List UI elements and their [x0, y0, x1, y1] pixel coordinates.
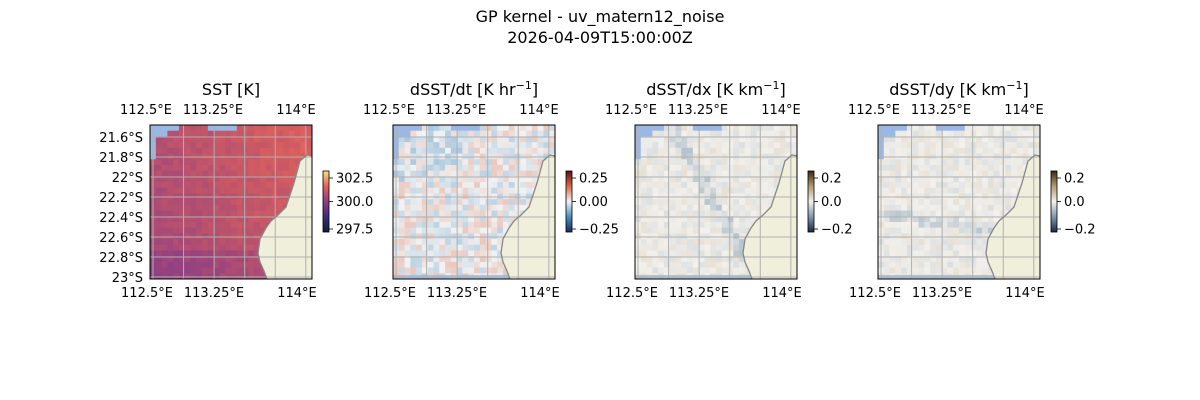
lon-label-top: 114°E — [276, 103, 316, 118]
panel-dsst-dy: dSST/dy [K km−1] 112.5°E 112.5°E 113.25°E 11… — [848, 79, 1096, 302]
coastline — [985, 154, 1040, 279]
map-frame — [149, 124, 313, 280]
lon-label-bottom: 112.5°E — [849, 286, 901, 301]
lon-label-bottom: 112.5°E — [121, 286, 173, 301]
panel-title: dSST/dy [K km−1] — [889, 79, 1028, 100]
panel-title-end: ] — [779, 80, 785, 99]
coastline — [742, 154, 797, 279]
coastline — [257, 154, 312, 279]
lat-label: 21.8°S — [99, 151, 143, 166]
colorbar-tick-label: 0.00 — [579, 195, 608, 210]
panel-title-exponent: −1 — [516, 79, 532, 92]
lon-label-top: 114°E — [1004, 103, 1044, 118]
figure-timestamp: 2026-04-09T15:00:00Z — [507, 28, 693, 47]
lon-label-bottom: 113.25°E — [912, 286, 972, 301]
panel-title: dSST/dt [K hr−1] — [410, 79, 538, 100]
panel-dsst-dx: dSST/dx [K km−1] 112.5°E 112.5°E 113.25°E 11… — [605, 79, 853, 302]
panel-title-end: ] — [1022, 80, 1028, 99]
lon-label-bottom: 114°E — [277, 286, 317, 301]
panel-dsst-dt: dSST/dt [K hr−1] 112.5°E 112.5°E 113.25°E 11… — [363, 79, 619, 302]
colorbar — [565, 170, 573, 233]
colorbar-tick-label: 0.0 — [821, 195, 842, 210]
lon-label-bottom: 113.25°E — [184, 286, 244, 301]
lat-label: 22.6°S — [99, 231, 143, 246]
lat-label: 22.8°S — [99, 251, 143, 266]
lon-label-bottom: 113.25°E — [669, 286, 729, 301]
colorbar-tick-label: 0.0 — [1064, 195, 1085, 210]
panel-title-main: dSST/dx [K km — [646, 80, 763, 99]
panel-title-exponent: −1 — [1006, 79, 1022, 92]
panel-title-main: dSST/dy [K km — [889, 80, 1006, 99]
colorbar-tick-label: −0.2 — [1064, 223, 1096, 238]
lon-label-top: 114°E — [519, 103, 559, 118]
panel-title-end: ] — [532, 80, 538, 99]
lat-label: 23°S — [112, 271, 143, 286]
colorbar — [322, 170, 330, 233]
lon-label-bottom: 113.25°E — [427, 286, 487, 301]
colorbar-tick-label: 297.5 — [336, 223, 373, 238]
lat-label: 22°S — [112, 171, 143, 186]
lon-label-top: 112.5°E — [605, 103, 657, 118]
lon-label-bottom: 114°E — [762, 286, 802, 301]
lon-label-top: 112.5°E — [848, 103, 900, 118]
figure-title: GP kernel - uv_matern12_noise — [476, 7, 725, 27]
lat-label: 22.4°S — [99, 211, 143, 226]
colorbar-tick-label: 302.5 — [336, 172, 373, 187]
map-frame — [877, 124, 1041, 280]
panel-title: dSST/dx [K km−1] — [646, 79, 785, 100]
map-area — [393, 125, 555, 279]
colorbar-tick-label: 0.2 — [821, 172, 842, 187]
colorbar-tick-label: −0.25 — [579, 223, 619, 238]
colorbar-tick-label: 300.0 — [336, 195, 373, 210]
lon-label-bottom: 112.5°E — [364, 286, 416, 301]
coastline — [500, 154, 555, 279]
lon-label-top: 114°E — [761, 103, 801, 118]
colorbar-tick-label: 0.25 — [579, 172, 608, 187]
panel-sst: SST [K] 112.5°E 112.5°E 113.25°E 113.25°E 114… — [99, 80, 373, 301]
panel-title: SST [K] — [202, 80, 260, 99]
colorbar-tick-label: −0.2 — [821, 223, 853, 238]
lon-label-top: 113.25°E — [911, 103, 971, 118]
panel-title-main: dSST/dt [K hr — [410, 80, 516, 99]
map-frame — [634, 124, 798, 280]
colorbar-tick-label: 0.2 — [1064, 172, 1085, 187]
panel-title-main: SST [K] — [202, 80, 260, 99]
lat-label: 22.2°S — [99, 191, 143, 206]
map-area — [878, 125, 1040, 279]
lon-label-top: 113.25°E — [668, 103, 728, 118]
map-area — [635, 125, 797, 279]
map-area — [150, 125, 312, 279]
lon-label-bottom: 112.5°E — [606, 286, 658, 301]
lon-label-top: 112.5°E — [120, 103, 172, 118]
lon-label-bottom: 114°E — [1005, 286, 1045, 301]
colorbar — [1050, 170, 1058, 233]
lon-label-bottom: 114°E — [520, 286, 560, 301]
map-panels: SST [K] 112.5°E 112.5°E 113.25°E 113.25°E 114… — [99, 79, 1095, 302]
lon-label-top: 113.25°E — [426, 103, 486, 118]
lon-label-top: 112.5°E — [363, 103, 415, 118]
lon-label-top: 113.25°E — [183, 103, 243, 118]
lat-label: 21.6°S — [99, 131, 143, 146]
map-frame — [392, 124, 556, 280]
colorbar — [807, 170, 815, 233]
panel-title-exponent: −1 — [763, 79, 779, 92]
